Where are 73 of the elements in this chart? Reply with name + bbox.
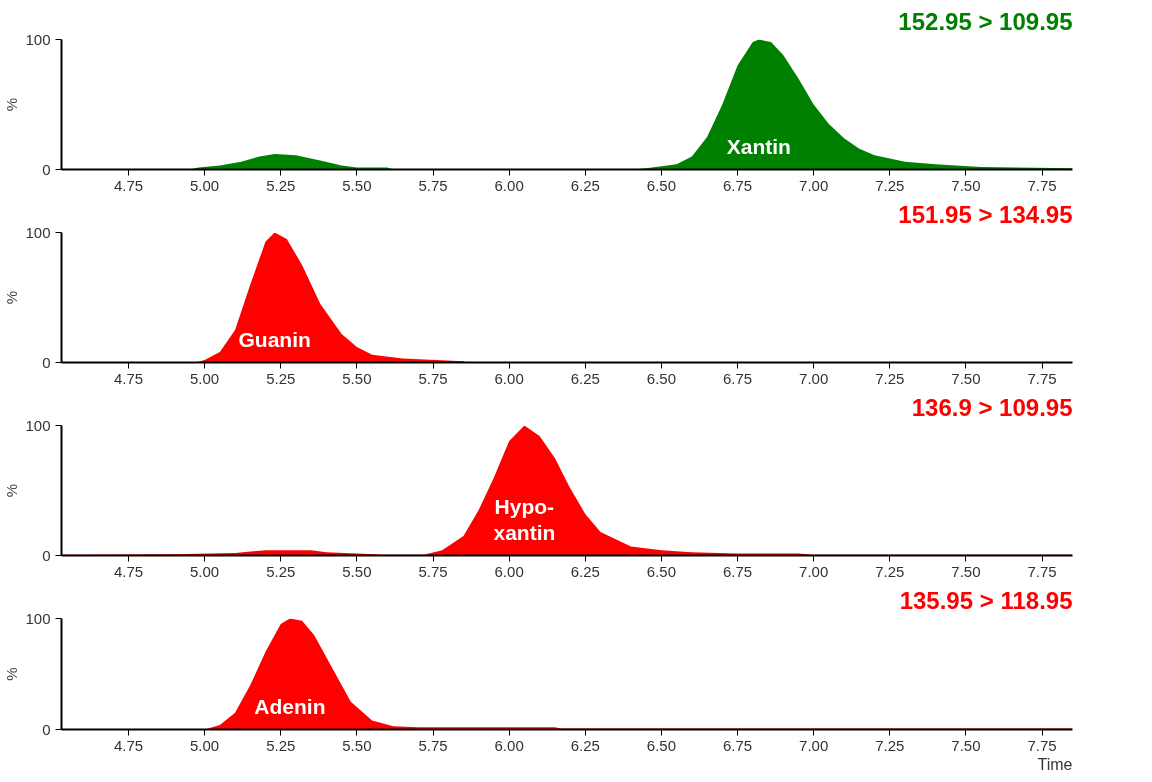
x-tick-label: 7.00 <box>799 369 829 387</box>
x-tick-label: 6.00 <box>494 736 524 754</box>
annotation: Guanin <box>238 327 311 351</box>
x-tick-label: 5.25 <box>266 176 296 194</box>
x-tick-label: 5.00 <box>190 369 220 387</box>
x-tick-label: 4.75 <box>113 736 144 754</box>
x-tick-label: 5.75 <box>418 176 448 194</box>
y-tick-label: 100 <box>25 416 51 434</box>
x-tick-label: 4.75 <box>113 176 144 194</box>
y-tick-label: 0 <box>42 546 51 564</box>
x-tick-label: 5.75 <box>418 369 448 387</box>
x-tick-label: 7.25 <box>875 736 905 754</box>
y-tick-label: 0 <box>42 160 51 178</box>
x-tick-label: 5.50 <box>342 562 372 580</box>
x-tick-label: 5.00 <box>190 562 220 580</box>
x-tick-label: 7.25 <box>875 176 905 194</box>
x-tick-label: 5.75 <box>418 562 448 580</box>
x-tick-label: 4.75 <box>113 562 144 580</box>
x-tick-label: 6.50 <box>646 562 677 580</box>
x-tick-label: 6.50 <box>646 176 677 194</box>
x-tick-label: 7.25 <box>875 369 905 387</box>
x-tick-label: 6.50 <box>646 369 677 387</box>
x-axis-title: Time <box>1037 755 1073 773</box>
y-axis-title: % <box>3 97 21 112</box>
x-tick-label: 7.00 <box>799 176 829 194</box>
x-tick-label: 7.75 <box>1027 562 1057 580</box>
y-axis-title: % <box>3 483 21 498</box>
x-tick-label: 7.25 <box>875 562 905 580</box>
x-tick-label: 5.25 <box>266 562 296 580</box>
x-tick-label: 5.50 <box>342 736 372 754</box>
x-tick-label: 4.75 <box>113 369 144 387</box>
x-tick-label: 7.75 <box>1027 176 1057 194</box>
x-tick-label: 7.50 <box>951 562 981 580</box>
x-tick-label: 6.75 <box>722 369 753 387</box>
x-tick-label: 7.75 <box>1027 369 1057 387</box>
x-tick-label: 5.50 <box>342 369 372 387</box>
x-tick-label: 5.25 <box>266 736 296 754</box>
x-tick-label: 6.25 <box>570 369 600 387</box>
x-tick-label: 7.50 <box>951 369 981 387</box>
annotation: Xantin <box>726 134 791 158</box>
y-tick-label: 0 <box>42 720 51 738</box>
annotation: Hypo- xantin <box>493 494 556 544</box>
x-tick-label: 6.25 <box>570 562 600 580</box>
x-tick-label: 7.50 <box>951 176 981 194</box>
x-tick-label: 5.75 <box>418 736 448 754</box>
x-tick-label: 5.50 <box>342 176 372 194</box>
chart-title: 152.95 > 109.95 <box>898 7 1073 35</box>
chart-title: 135.95 > 118.95 <box>899 586 1073 614</box>
x-tick-label: 6.25 <box>570 176 600 194</box>
x-tick-label: 6.75 <box>722 176 753 194</box>
x-tick-label: 5.00 <box>190 176 220 194</box>
chart-title: 151.95 > 134.95 <box>898 200 1073 228</box>
y-tick-label: 0 <box>42 353 51 371</box>
x-tick-label: 6.50 <box>646 736 677 754</box>
y-axis-title: % <box>3 667 21 681</box>
y-tick-label: 100 <box>25 30 51 48</box>
y-tick-label: 100 <box>25 609 51 627</box>
x-tick-label: 5.00 <box>190 736 220 754</box>
x-tick-label: 7.75 <box>1027 736 1057 754</box>
x-tick-label: 6.00 <box>494 369 524 387</box>
x-tick-label: 7.50 <box>951 736 981 754</box>
x-tick-label: 7.00 <box>799 562 829 580</box>
x-tick-label: 7.00 <box>799 736 829 754</box>
x-tick-label: 6.75 <box>722 736 753 754</box>
x-tick-label: 6.00 <box>494 176 524 194</box>
y-axis-title: % <box>3 290 21 305</box>
x-tick-label: 6.00 <box>494 562 524 580</box>
x-tick-label: 6.75 <box>722 562 753 580</box>
chart-title: 136.9 > 109.95 <box>911 393 1073 421</box>
annotation: Adenin <box>254 694 326 718</box>
y-tick-label: 100 <box>25 223 51 241</box>
x-tick-label: 6.25 <box>570 736 600 754</box>
x-tick-label: 5.25 <box>266 369 296 387</box>
